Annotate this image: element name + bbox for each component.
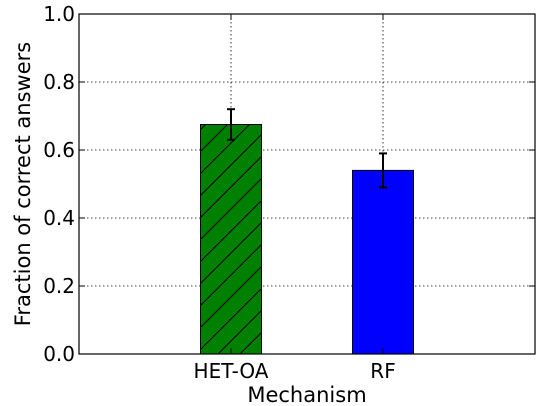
y-tick-label: 0.4 xyxy=(43,206,75,230)
ticks-layer xyxy=(79,13,535,355)
y-tick-label: 0.8 xyxy=(43,70,75,94)
labels-layer: 0.0 0.2 0.4 0.6 0.8 1.0 HET-OA RF xyxy=(43,2,396,383)
x-tick-label: RF xyxy=(370,359,395,383)
plot-frame xyxy=(78,13,536,355)
bar-rf xyxy=(352,169,414,355)
grid-layer xyxy=(79,14,535,354)
x-axis-title: Mechanism xyxy=(247,383,366,406)
x-tick-label: HET-OA xyxy=(194,359,269,383)
y-axis-title: Fraction of correct answers xyxy=(11,42,35,326)
y-tick-label: 0.2 xyxy=(43,274,75,298)
y-tick-label: 0.0 xyxy=(43,342,75,366)
bars-layer xyxy=(200,108,414,355)
y-tick-label: 0.6 xyxy=(43,138,75,162)
y-tick-label: 1.0 xyxy=(43,2,75,26)
bar-hatch-het-oa xyxy=(200,124,262,354)
